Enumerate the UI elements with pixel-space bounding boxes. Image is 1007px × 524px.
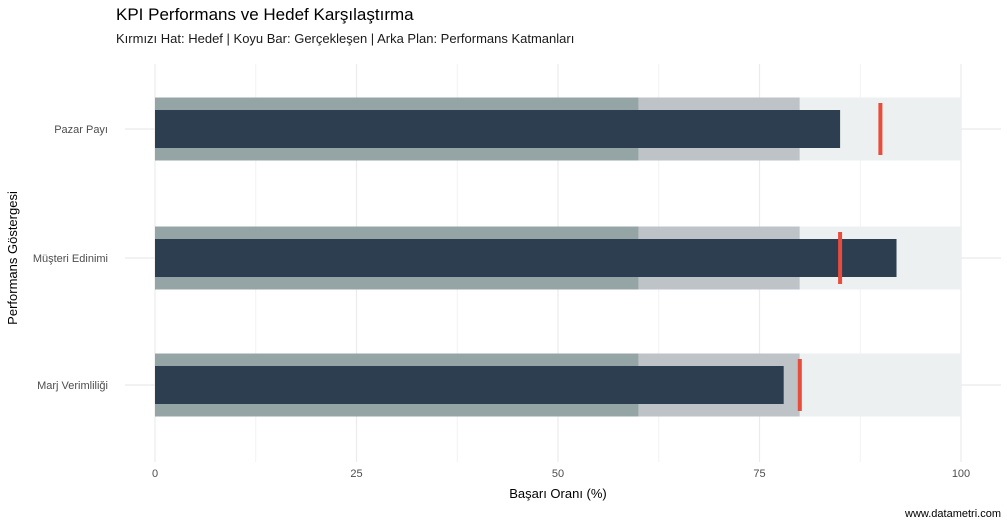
x-tick-labels: 0 25 50 75 100 — [152, 468, 970, 480]
chart-subtitle: Kırmızı Hat: Hedef | Koyu Bar: Gerçekleş… — [116, 31, 574, 46]
x-tick-label: 25 — [350, 468, 362, 480]
chart-title: KPI Performans ve Hedef Karşılaştırma — [116, 5, 414, 24]
actual-bar — [155, 110, 841, 148]
x-tick-label: 50 — [552, 468, 564, 480]
y-axis-title: Performans Göstergesi — [5, 191, 20, 325]
y-tick-label: Müşteri Edinimi — [33, 253, 108, 265]
target-markers — [797, 103, 883, 411]
x-axis-title: Başarı Oranı (%) — [509, 486, 607, 501]
actual-bar — [155, 366, 784, 404]
x-tick-label: 100 — [952, 468, 970, 480]
chart-caption: www.datametri.com — [904, 508, 1001, 520]
x-tick-label: 75 — [753, 468, 765, 480]
y-tick-label: Marj Verimliliği — [37, 380, 108, 392]
performance-band — [799, 353, 961, 417]
x-tick-label: 0 — [152, 468, 158, 480]
actual-bars — [155, 110, 897, 404]
y-tick-labels: Pazar Payı Müşteri Edinimi Marj Verimliliğ… — [33, 124, 108, 392]
actual-bar — [155, 239, 897, 277]
y-tick-label: Pazar Payı — [54, 124, 108, 136]
